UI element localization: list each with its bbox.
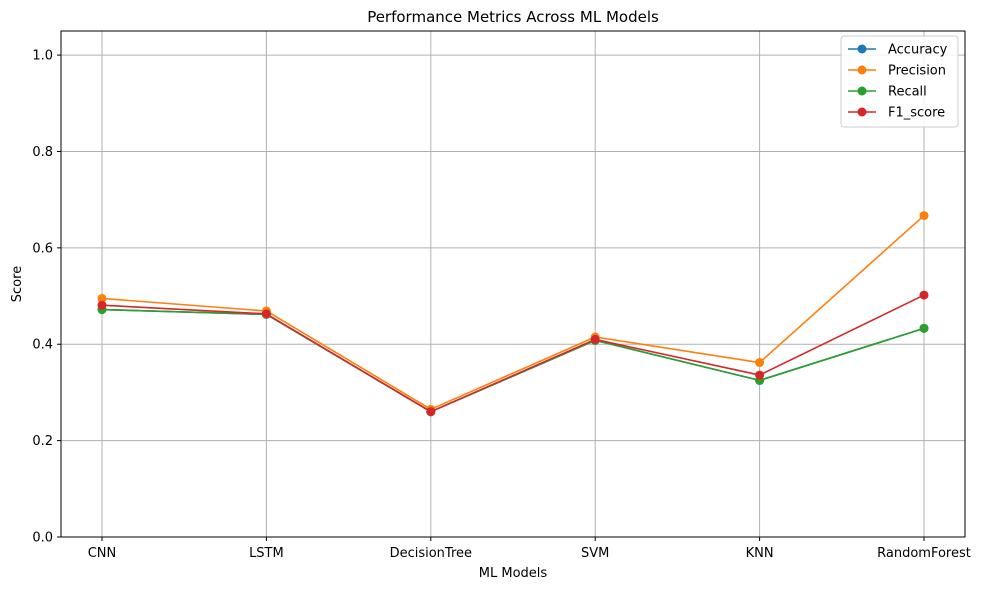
x-tick-label: DecisionTree [390,546,472,561]
legend-item-accuracy: Accuracy [848,43,948,58]
chart-title: Performance Metrics Across ML Models [367,8,659,26]
data-point-precision [755,358,765,368]
data-point-f1-score [426,407,436,417]
data-point-precision [97,293,107,303]
legend-marker [857,107,867,117]
y-tick-label: 0.2 [32,434,53,449]
data-point-precision [919,211,929,221]
legend-marker [857,86,867,96]
y-tick-label: 0.6 [32,241,53,256]
legend-marker [857,65,867,75]
legend-label: Precision [888,64,946,79]
data-point-f1-score [755,370,765,380]
x-tick-label: KNN [746,546,774,561]
x-axis-title: ML Models [479,566,548,581]
series-line-precision [101,214,925,411]
plot-frame [60,30,966,538]
x-tick-label: SVM [581,546,609,561]
x-tick-label: RandomForest [877,546,971,561]
legend-label: F1_score [888,106,945,121]
legend-label: Recall [888,85,927,100]
data-point-f1-score [590,334,600,344]
x-tick-label: LSTM [249,546,284,561]
series-f1-score [97,290,929,417]
y-tick-label: 1.0 [32,49,53,64]
legend-item-f1-score: F1_score [848,106,945,121]
axis-ticks: CNN LSTM DecisionTree SVM KNN RandomForest 0.0… [32,49,971,561]
data-point-f1-score [97,300,107,310]
legend-box [840,35,959,128]
series-line-f1-score [101,294,925,413]
legend-marker [857,44,867,54]
legend-item-recall: Recall [848,85,927,100]
x-tick-label: CNN [88,546,117,561]
legend: Accuracy Precision Recall F1_score [840,35,959,128]
legend-item-precision: Precision [848,64,946,79]
y-axis-title: Score [10,266,25,302]
y-tick-label: 0.4 [32,338,53,353]
data-point-recall [919,323,929,333]
y-tick-label: 0.8 [32,145,53,160]
y-tick-label: 0.0 [32,531,53,546]
series-group [97,211,929,417]
legend-label: Accuracy [888,43,948,58]
data-point-f1-score [919,290,929,300]
data-point-f1-score [261,309,271,319]
